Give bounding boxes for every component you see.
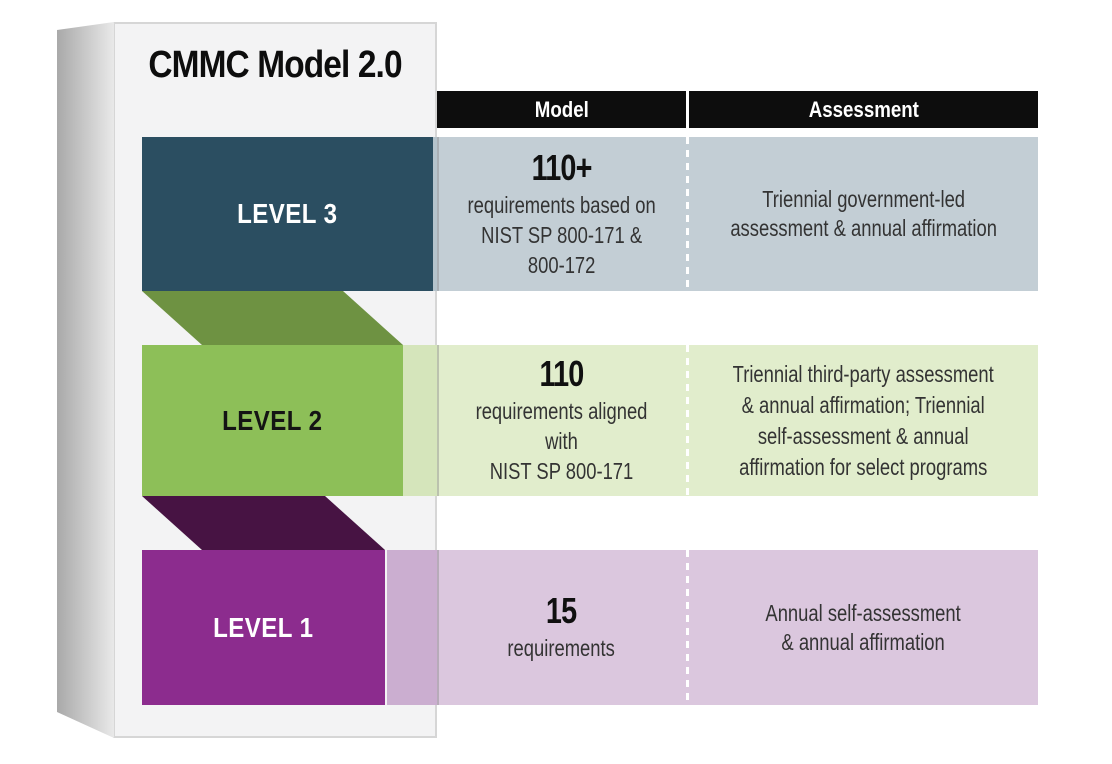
level2-assessment-line: affirmation for select programs <box>739 453 988 480</box>
level2-box-extension <box>403 345 437 496</box>
level2-assessment-line: Triennial third-party assessment <box>732 360 995 387</box>
diagram-title: CMMC Model 2.0 <box>148 44 402 86</box>
level3-assessment-line: assessment & annual affirmation <box>730 215 997 241</box>
level3-model-cell: 110+ requirements based on NIST SP 800-1… <box>437 137 686 291</box>
level1-assessment-line: & annual affirmation <box>781 628 946 655</box>
column-header-model: Model <box>437 91 686 128</box>
level1-column-divider <box>686 550 689 705</box>
level2-column-divider <box>686 345 689 496</box>
level1-model-desc-line: requirements <box>507 635 616 661</box>
column-header-assessment: Assessment <box>689 91 1038 128</box>
box-side-face <box>57 22 114 738</box>
level1-requirement-count: 15 <box>546 590 577 631</box>
level1-box-extension <box>387 550 437 705</box>
level3-assessment-line: Triennial government-led <box>762 186 965 212</box>
level3-model-desc-line: requirements based on <box>467 191 656 218</box>
level1-assessment-line: Annual self-assessment <box>765 599 962 626</box>
level3-model-desc-line: NIST SP 800-171 & <box>481 221 642 248</box>
level3-label: LEVEL 3 <box>237 198 338 229</box>
level1-model-cell: 15 requirements <box>437 550 686 705</box>
level1-assessment-cell: Annual self-assessment & annual affirmat… <box>689 550 1038 705</box>
level3-column-divider <box>686 137 689 291</box>
level2-box: LEVEL 2 <box>142 345 403 496</box>
column-header-model-label: Model <box>534 96 589 122</box>
level2-requirement-count: 110 <box>539 353 584 394</box>
level2-assessment-cell: Triennial third-party assessment & annua… <box>689 345 1038 496</box>
level2-model-desc-line: requirements aligned with <box>475 398 648 454</box>
level3-requirement-count: 110+ <box>531 146 592 188</box>
level3-row-band <box>437 137 1038 291</box>
column-header-assessment-label: Assessment <box>808 96 919 122</box>
level2-row-band <box>437 345 1038 496</box>
level3-model-desc-line: 800-172 <box>527 251 596 278</box>
level1-label: LEVEL 1 <box>213 611 314 643</box>
level3-box-extension <box>433 137 437 291</box>
level2-assessment-line: self-assessment & annual <box>758 422 969 449</box>
level2-label: LEVEL 2 <box>222 404 323 436</box>
level3-assessment-cell: Triennial government-led assessment & an… <box>689 137 1038 291</box>
level1-row-band <box>437 550 1038 705</box>
level2-model-cell: 110 requirements aligned with NIST SP 80… <box>437 345 686 496</box>
level3-box: LEVEL 3 <box>142 137 433 291</box>
level2-model-desc-line: NIST SP 800-171 <box>489 458 634 484</box>
level2-assessment-line: & annual affirmation; Triennial <box>741 391 986 418</box>
level1-box: LEVEL 1 <box>142 550 385 705</box>
